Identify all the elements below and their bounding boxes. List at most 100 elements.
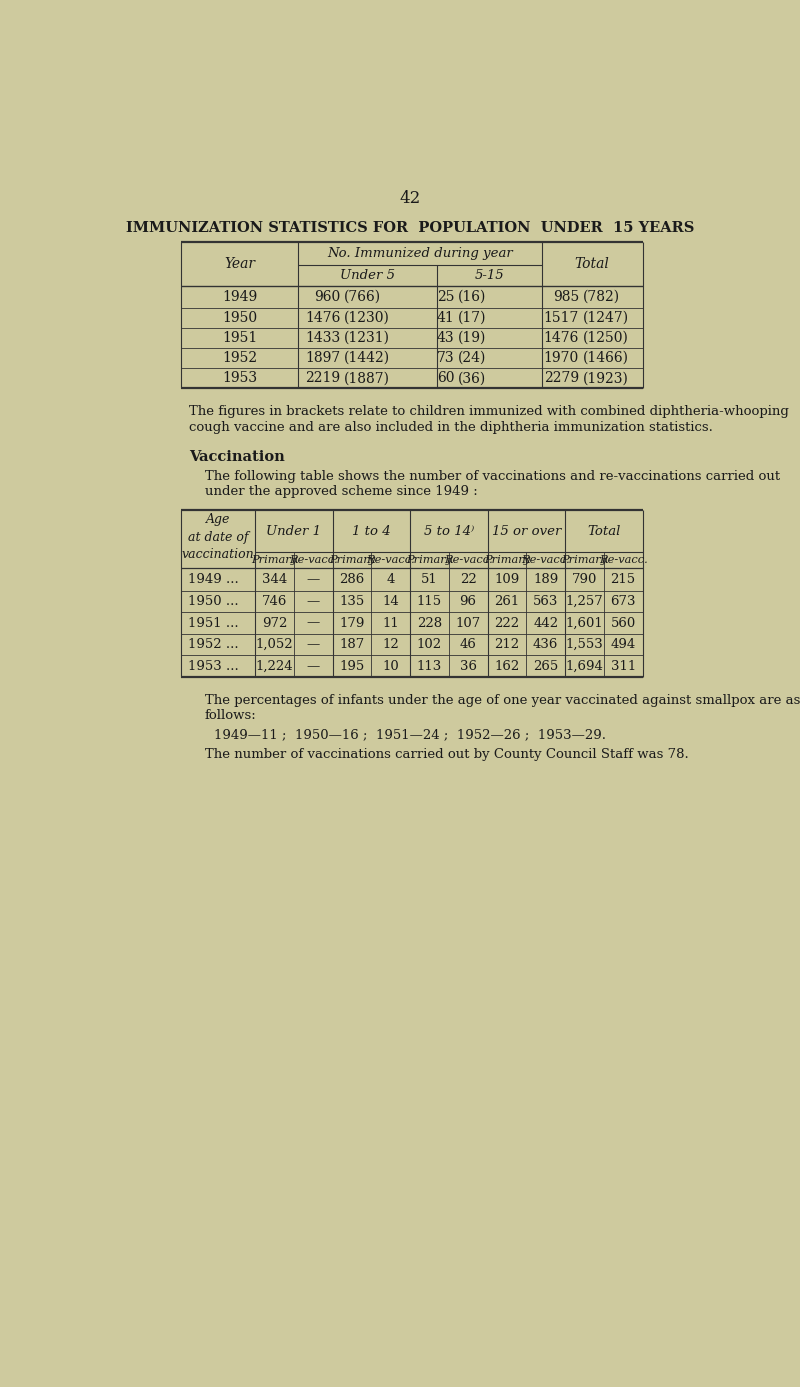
Text: Total: Total — [587, 524, 621, 538]
Text: Re-vacc.: Re-vacc. — [366, 555, 415, 565]
Text: 1433: 1433 — [305, 331, 340, 345]
Text: 22: 22 — [460, 573, 477, 585]
Text: Under 1: Under 1 — [266, 524, 322, 538]
Text: 1,694: 1,694 — [566, 660, 603, 673]
Text: (1466): (1466) — [583, 351, 629, 365]
Text: (1231): (1231) — [344, 331, 390, 345]
Text: 5-15: 5-15 — [474, 269, 504, 282]
Text: 265: 265 — [533, 660, 558, 673]
Text: 4: 4 — [386, 573, 395, 585]
Text: 228: 228 — [417, 617, 442, 630]
Text: 960: 960 — [314, 290, 340, 304]
Text: (1442): (1442) — [344, 351, 390, 365]
Text: Re-vacc.: Re-vacc. — [598, 555, 647, 565]
Text: 36: 36 — [460, 660, 477, 673]
Text: Total: Total — [574, 257, 610, 270]
Text: —: — — [306, 573, 320, 585]
Text: 311: 311 — [610, 660, 636, 673]
Text: 261: 261 — [494, 595, 519, 608]
Text: 1949—11 ;  1950—16 ;  1951—24 ;  1952—26 ;  1953—29.: 1949—11 ; 1950—16 ; 1951—24 ; 1952—26 ; … — [214, 728, 606, 741]
Text: (1230): (1230) — [344, 311, 390, 325]
Text: 1476: 1476 — [543, 331, 579, 345]
Text: 1949 ...: 1949 ... — [187, 573, 238, 585]
Text: 215: 215 — [610, 573, 636, 585]
Text: (1923): (1923) — [583, 372, 629, 386]
Text: —: — — [306, 638, 320, 651]
Text: Re-vacc.: Re-vacc. — [289, 555, 338, 565]
Text: 42: 42 — [399, 190, 421, 207]
Text: 115: 115 — [417, 595, 442, 608]
Text: Vaccination: Vaccination — [189, 449, 285, 463]
Text: 746: 746 — [262, 595, 287, 608]
Text: 790: 790 — [572, 573, 597, 585]
Text: 563: 563 — [533, 595, 558, 608]
Text: 560: 560 — [610, 617, 636, 630]
Text: 1952 ...: 1952 ... — [187, 638, 238, 651]
Text: The number of vaccinations carried out by County Council Staff was 78.: The number of vaccinations carried out b… — [205, 748, 688, 761]
Text: 41: 41 — [437, 311, 454, 325]
Text: IMMUNIZATION STATISTICS FOR  POPULATION  UNDER  15 YEARS: IMMUNIZATION STATISTICS FOR POPULATION U… — [126, 221, 694, 234]
Text: 96: 96 — [460, 595, 477, 608]
Text: 1,257: 1,257 — [566, 595, 603, 608]
Text: 187: 187 — [339, 638, 365, 651]
Text: follows:: follows: — [205, 709, 256, 723]
Text: 73: 73 — [437, 351, 454, 365]
Text: Age
at date of
vaccination: Age at date of vaccination — [182, 513, 254, 562]
Text: 1970: 1970 — [544, 351, 579, 365]
Text: Primary: Primary — [251, 555, 298, 565]
Text: 1952: 1952 — [222, 351, 257, 365]
Text: 102: 102 — [417, 638, 442, 651]
Text: (36): (36) — [458, 372, 486, 386]
Text: 179: 179 — [339, 617, 365, 630]
Text: 1 to 4: 1 to 4 — [352, 524, 390, 538]
Text: 135: 135 — [339, 595, 365, 608]
Text: 43: 43 — [437, 331, 454, 345]
Text: 442: 442 — [533, 617, 558, 630]
Text: 1949: 1949 — [222, 290, 257, 304]
Text: The following table shows the number of vaccinations and re-vaccinations carried: The following table shows the number of … — [205, 470, 780, 483]
Text: 15 or over: 15 or over — [491, 524, 561, 538]
Text: 1950: 1950 — [222, 311, 257, 325]
Text: 673: 673 — [610, 595, 636, 608]
Text: 46: 46 — [460, 638, 477, 651]
Text: 1517: 1517 — [543, 311, 579, 325]
Text: 1953 ...: 1953 ... — [187, 660, 238, 673]
Text: (1250): (1250) — [583, 331, 629, 345]
Text: 436: 436 — [533, 638, 558, 651]
Text: 51: 51 — [421, 573, 438, 585]
Text: 286: 286 — [339, 573, 365, 585]
Text: 2279: 2279 — [544, 372, 579, 386]
Text: 25: 25 — [437, 290, 454, 304]
Text: The figures in brackets relate to children immunized with combined diphtheria-wh: The figures in brackets relate to childr… — [189, 405, 789, 417]
Text: 10: 10 — [382, 660, 399, 673]
Text: No. Immunized during year: No. Immunized during year — [327, 247, 513, 259]
Text: —: — — [306, 660, 320, 673]
Text: 109: 109 — [494, 573, 519, 585]
Text: —: — — [306, 617, 320, 630]
Text: cough vaccine and are also included in the diphtheria immunization statistics.: cough vaccine and are also included in t… — [189, 420, 713, 434]
Text: 14: 14 — [382, 595, 399, 608]
Text: 60: 60 — [437, 372, 454, 386]
Text: 107: 107 — [455, 617, 481, 630]
Text: (24): (24) — [458, 351, 486, 365]
Text: 1897: 1897 — [305, 351, 340, 365]
Text: 1476: 1476 — [305, 311, 340, 325]
Text: 1951 ...: 1951 ... — [187, 617, 238, 630]
Text: (1887): (1887) — [344, 372, 390, 386]
Text: (17): (17) — [458, 311, 486, 325]
Text: 972: 972 — [262, 617, 287, 630]
Text: 12: 12 — [382, 638, 399, 651]
Text: 344: 344 — [262, 573, 287, 585]
Text: 985: 985 — [553, 290, 579, 304]
Text: (766): (766) — [344, 290, 382, 304]
Text: 1951: 1951 — [222, 331, 257, 345]
Text: —: — — [306, 595, 320, 608]
Text: 212: 212 — [494, 638, 519, 651]
Text: 5 to 14⁾: 5 to 14⁾ — [424, 524, 474, 538]
Text: under the approved scheme since 1949 :: under the approved scheme since 1949 : — [205, 485, 478, 498]
Text: 11: 11 — [382, 617, 399, 630]
Text: The percentages of infants under the age of one year vaccinated against smallpox: The percentages of infants under the age… — [205, 694, 800, 707]
Text: 162: 162 — [494, 660, 519, 673]
Text: (782): (782) — [583, 290, 620, 304]
Text: 222: 222 — [494, 617, 519, 630]
